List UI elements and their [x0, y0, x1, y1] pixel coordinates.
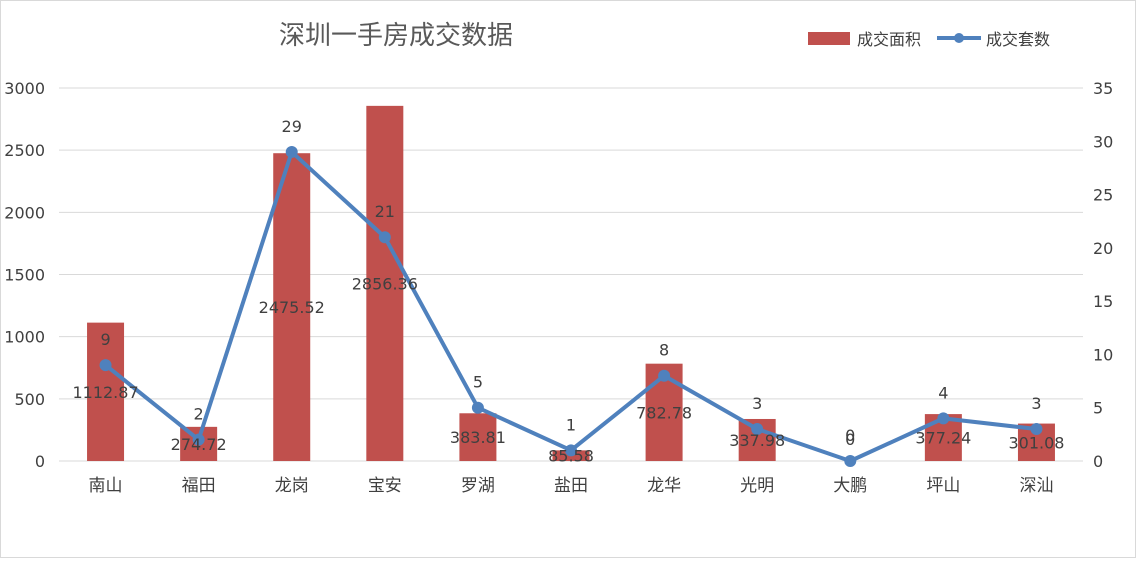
right-y-axis: 0 5 10 15 20 25 30 35 — [1093, 79, 1113, 471]
line-point — [99, 359, 112, 372]
bar-data-label: 85.58 — [548, 447, 594, 466]
line-data-label: 4 — [938, 383, 948, 402]
line-data-label: 8 — [659, 341, 669, 360]
gridlines — [59, 87, 1083, 462]
left-y-tick-label: 1500 — [4, 266, 45, 285]
x-tick-label: 宝安 — [368, 476, 402, 496]
bar-data-label: 782.78 — [636, 403, 692, 422]
line-data-label: 1 — [566, 415, 576, 434]
x-tick-label: 龙华 — [647, 476, 681, 496]
line-point — [658, 369, 671, 382]
line-data-labels: 9 2 29 21 5 1 8 3 0 4 3 — [100, 117, 1041, 445]
line-data-label: 5 — [473, 373, 483, 392]
line-data-label: 21 — [375, 202, 395, 221]
line-data-label: 2 — [194, 405, 204, 424]
left-y-axis: 0 500 1000 1500 2000 2500 3000 — [4, 79, 45, 471]
x-tick-label: 龙岗 — [275, 476, 309, 496]
legend-bar-swatch — [808, 32, 850, 45]
bar-data-label: 0 — [845, 430, 855, 449]
line-data-label: 0 — [845, 426, 855, 445]
bar — [459, 413, 497, 461]
left-y-tick-label: 3000 — [4, 79, 45, 98]
x-tick-label: 福田 — [182, 476, 216, 496]
right-y-tick-label: 10 — [1093, 345, 1113, 364]
line-data-label: 29 — [282, 117, 302, 136]
right-y-tick-label: 0 — [1093, 452, 1103, 471]
bar — [366, 105, 404, 461]
right-y-tick-label: 5 — [1093, 399, 1103, 418]
x-tick-label: 坪山 — [926, 476, 960, 496]
right-y-tick-label: 15 — [1093, 292, 1113, 311]
line-point — [1030, 423, 1043, 436]
bar-data-labels: 1112.87 274.72 2475.52 2856.36 383.81 85.58 78… — [72, 274, 1064, 465]
legend-bar-label: 成交面积 — [857, 30, 921, 49]
x-tick-label: 罗湖 — [461, 476, 495, 496]
right-y-tick-label: 25 — [1093, 186, 1113, 205]
right-y-tick-label: 30 — [1093, 132, 1113, 151]
line-point — [285, 145, 298, 158]
line-point — [471, 401, 484, 414]
line-series — [99, 145, 1043, 467]
bar-data-label: 337.98 — [729, 431, 785, 450]
x-tick-label: 南山 — [89, 476, 123, 496]
left-y-tick-label: 500 — [14, 390, 45, 409]
bar-data-label: 377.24 — [915, 429, 971, 448]
left-y-tick-label: 2000 — [4, 203, 45, 222]
bar-series — [87, 105, 1055, 462]
line-point — [565, 444, 577, 457]
left-y-tick-label: 2500 — [4, 141, 45, 160]
x-tick-label: 深汕 — [1019, 476, 1053, 496]
legend-line-marker — [954, 33, 964, 43]
bar — [273, 153, 311, 462]
line-point — [937, 412, 950, 425]
left-y-tick-label: 0 — [35, 452, 45, 471]
line-data-label: 3 — [1031, 394, 1041, 413]
bar — [87, 322, 125, 461]
bar-data-label: 1112.87 — [72, 383, 138, 402]
right-y-tick-label: 20 — [1093, 239, 1113, 258]
line-data-label: 9 — [100, 330, 110, 349]
line-point — [192, 433, 205, 446]
bar-data-label: 274.72 — [171, 435, 227, 454]
chart-title: 深圳一手房成交数据 — [279, 21, 513, 51]
x-axis: 南山 福田 龙岗 宝安 罗湖 盐田 龙华 光明 大鹏 坪山 深汕 — [89, 476, 1054, 496]
line-data-label: 3 — [752, 394, 762, 413]
right-y-tick-label: 35 — [1093, 79, 1113, 98]
bar-data-label: 301.08 — [1008, 433, 1064, 452]
left-y-tick-label: 1000 — [4, 328, 45, 347]
bar-data-label: 2475.52 — [259, 298, 325, 317]
x-tick-label: 光明 — [740, 476, 774, 496]
legend: 成交面积 成交套数 — [808, 30, 1050, 49]
x-tick-label: 盐田 — [554, 476, 588, 496]
bar-data-label: 2856.36 — [352, 274, 418, 293]
x-tick-label: 大鹏 — [833, 476, 867, 496]
bar-data-label: 383.81 — [450, 428, 506, 447]
line-point — [751, 423, 764, 436]
line-point — [844, 455, 857, 467]
line-point — [378, 231, 391, 244]
legend-line-label: 成交套数 — [986, 30, 1050, 49]
